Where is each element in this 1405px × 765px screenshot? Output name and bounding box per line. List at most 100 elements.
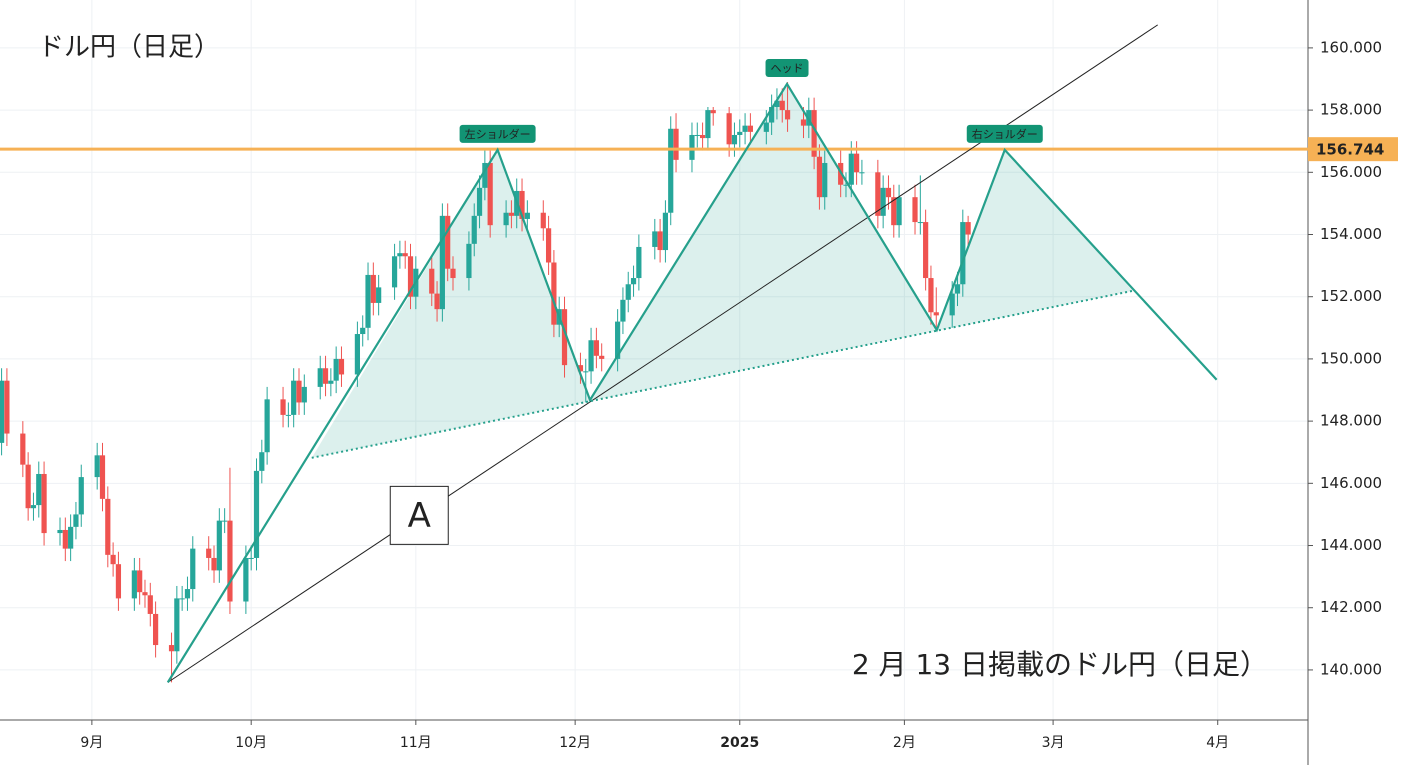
candle-body (954, 284, 961, 294)
candle-body (105, 498, 111, 555)
candle-body (620, 299, 626, 322)
candle-body (588, 340, 594, 372)
candle-body (68, 526, 74, 549)
candle-body (625, 284, 631, 300)
candle-body (694, 134, 700, 136)
candle-body (742, 125, 748, 132)
pattern-label: 左ショルダー (465, 127, 531, 141)
y-tick-label: 148.000 (1320, 412, 1382, 430)
candle-body (445, 215, 451, 269)
candle-body (731, 134, 738, 145)
candle-body (115, 564, 122, 599)
candle-body (338, 358, 345, 375)
caption: 2 月 13 日掲載のドル円（日足） (852, 648, 1268, 681)
candle-body (285, 414, 291, 416)
candle-body (763, 122, 769, 132)
candle-body (630, 278, 637, 285)
candle-body (211, 557, 217, 571)
candle-body (301, 386, 307, 403)
candle-body (227, 520, 233, 602)
candle-body (62, 529, 68, 549)
candle-body (439, 215, 445, 310)
candle-body (615, 321, 621, 359)
candle-body (259, 452, 265, 471)
candle-body (174, 598, 180, 652)
candle-body (853, 153, 860, 173)
candle-body (184, 589, 191, 599)
candle-body (0, 380, 5, 443)
candle-body (429, 268, 435, 294)
candle-body (726, 113, 732, 145)
candle-body (880, 187, 886, 216)
x-tick-label: 4月 (1206, 735, 1229, 751)
candle-body (843, 184, 849, 186)
candle-body (662, 212, 669, 251)
candle-body (222, 520, 228, 522)
candle-body (333, 358, 339, 381)
candle-body (689, 134, 695, 160)
candle-body (264, 399, 270, 453)
candle-body (216, 520, 222, 571)
y-tick-label: 140.000 (1320, 660, 1382, 678)
candle-body (248, 557, 254, 559)
candle-body (545, 228, 552, 263)
pattern-label-box (966, 124, 1043, 143)
candle-body (190, 548, 196, 590)
candle-body (30, 505, 37, 509)
candle-body (885, 187, 892, 198)
candle-body (407, 256, 414, 297)
candle-body (875, 172, 881, 216)
trendline-label: A (408, 496, 431, 536)
candle-body (524, 212, 530, 219)
candle-body (147, 595, 153, 614)
y-tick-label: 142.000 (1320, 598, 1382, 616)
candle-body (822, 162, 828, 198)
candle-body (110, 554, 116, 565)
candle-body (73, 514, 79, 527)
candle-body (4, 380, 10, 434)
candle-body (673, 128, 679, 160)
candle-body (168, 645, 175, 652)
level-label: 156.744 (1316, 141, 1384, 159)
candle-body (928, 278, 934, 313)
candle-body (397, 253, 403, 257)
candle-body (769, 106, 775, 123)
pattern-label: ヘッド (771, 62, 804, 75)
candle-body (365, 274, 371, 328)
candle-body (710, 110, 716, 114)
candle-body (57, 529, 63, 534)
candle-body (153, 613, 159, 646)
candle-body (891, 197, 897, 226)
candle-body (99, 455, 106, 499)
candle-body (636, 246, 642, 279)
candle-body (36, 473, 42, 506)
pattern-label-box (459, 124, 536, 143)
y-tick-label: 152.000 (1320, 287, 1382, 305)
candle-body (137, 570, 143, 593)
y-tick-label: 154.000 (1320, 225, 1382, 243)
candle-body (25, 464, 31, 509)
candle-body (577, 365, 584, 372)
candle-body (142, 592, 148, 596)
x-tick-label: 2025 (720, 735, 759, 751)
candle-body (747, 125, 753, 132)
candle-body (705, 110, 711, 139)
candle-body (41, 473, 47, 534)
candle-body (652, 231, 658, 247)
candle-body (131, 570, 137, 599)
candle-body (450, 268, 456, 279)
candle-body (434, 293, 440, 310)
candle-body (391, 256, 398, 288)
x-tick-label: 3月 (1042, 735, 1065, 751)
candle-body (402, 253, 408, 257)
candle-body (482, 162, 488, 188)
candle-body (503, 212, 509, 226)
candle-body (360, 327, 366, 335)
candle-body (949, 293, 955, 316)
candle-body (94, 455, 100, 478)
candle-body (466, 243, 472, 279)
pattern-fill (311, 83, 1133, 458)
x-tick-label: 9月 (80, 735, 103, 751)
candle-body (917, 222, 923, 224)
